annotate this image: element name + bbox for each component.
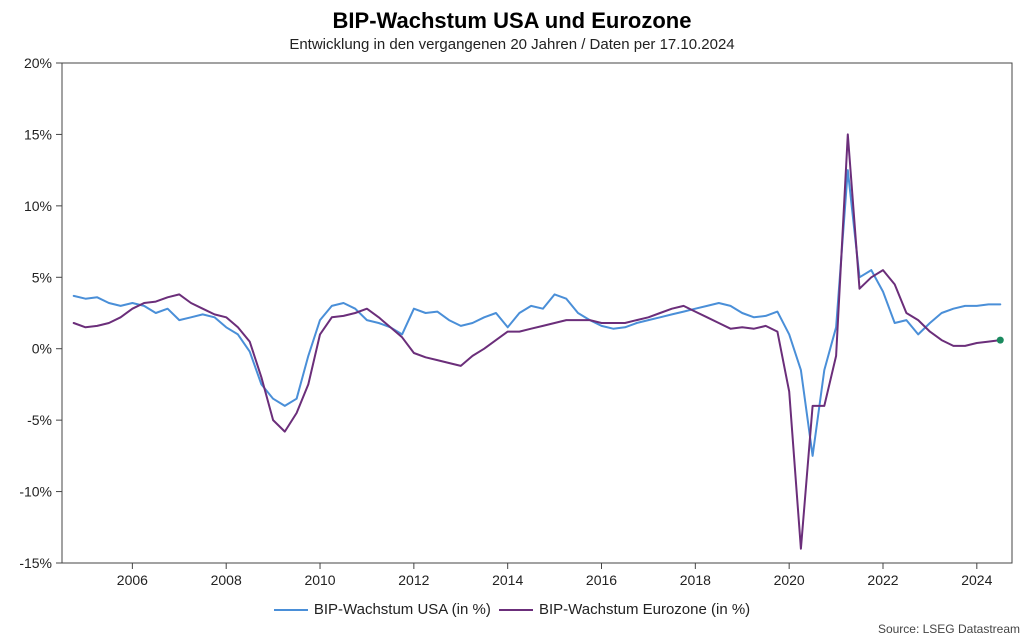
svg-text:-5%: -5% [27,412,52,428]
legend-item-eurozone: BIP-Wachstum Eurozone (in %) [499,601,750,618]
svg-text:2008: 2008 [211,572,242,588]
svg-text:10%: 10% [24,198,52,214]
legend-swatch-eurozone [499,609,533,611]
svg-text:2016: 2016 [586,572,617,588]
svg-text:2022: 2022 [867,572,898,588]
svg-text:2020: 2020 [774,572,805,588]
legend-swatch-usa [274,609,308,611]
svg-text:15%: 15% [24,126,52,142]
svg-text:5%: 5% [32,269,52,285]
svg-text:-10%: -10% [19,484,52,500]
chart-subtitle: Entwicklung in den vergangenen 20 Jahren… [0,34,1024,53]
chart-plot: -15% -10% -5% 0% 5% 10% 15% 20% 2006 2008 2010 2012… [0,53,1024,593]
svg-text:0%: 0% [32,341,52,357]
legend-label-eurozone: BIP-Wachstum Eurozone (in %) [539,601,750,618]
svg-text:2006: 2006 [117,572,148,588]
svg-text:-15%: -15% [19,555,52,571]
legend-item-usa: BIP-Wachstum USA (in %) [274,601,491,618]
chart-source: Source: LSEG Datastream [878,622,1020,636]
chart-title: BIP-Wachstum USA und Eurozone [0,0,1024,34]
svg-text:2012: 2012 [398,572,429,588]
chart-container: BIP-Wachstum USA und Eurozone Entwicklun… [0,0,1024,640]
svg-text:2010: 2010 [304,572,335,588]
svg-text:2014: 2014 [492,572,523,588]
chart-legend: BIP-Wachstum USA (in %) BIP-Wachstum Eur… [0,598,1024,619]
svg-text:2024: 2024 [961,572,992,588]
svg-text:20%: 20% [24,55,52,71]
legend-label-usa: BIP-Wachstum USA (in %) [314,601,491,618]
svg-text:2018: 2018 [680,572,711,588]
